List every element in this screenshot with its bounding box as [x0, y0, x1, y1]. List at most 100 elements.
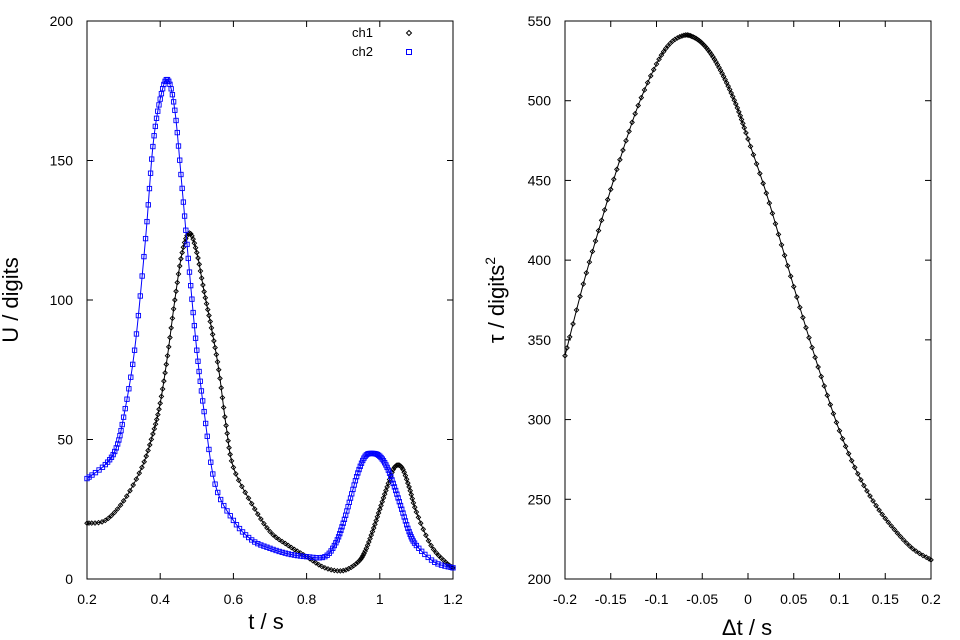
data-point-ch1 — [328, 566, 334, 573]
data-point-ch2 — [270, 546, 276, 553]
left-x-tick-label: 1 — [376, 591, 384, 607]
data-point-right-series-0 — [913, 548, 919, 554]
data-point-ch2 — [96, 467, 102, 473]
data-point-ch1 — [356, 557, 363, 564]
data-point-ch2 — [396, 499, 402, 505]
left-x-tick-label: 1.2 — [443, 591, 463, 607]
data-point-ch1 — [212, 344, 218, 351]
data-point-ch1 — [372, 521, 378, 528]
data-point-right-series-0 — [684, 32, 691, 38]
data-point-right-series-0 — [854, 470, 861, 477]
data-point-right-series-0 — [674, 35, 681, 41]
data-point-right-series-0 — [793, 294, 800, 300]
data-point-ch1 — [200, 282, 206, 288]
right-x-axis-title: Δt / s — [722, 615, 772, 640]
data-point-ch2 — [388, 473, 394, 480]
data-point-ch2 — [153, 115, 160, 121]
data-point-right-series-0 — [876, 507, 882, 514]
data-point-ch1 — [202, 294, 209, 301]
data-point-right-series-0 — [760, 180, 766, 187]
data-point-ch1 — [430, 546, 437, 553]
data-point-ch1 — [218, 384, 225, 391]
data-point-ch1 — [207, 318, 214, 325]
data-point-ch2 — [126, 386, 132, 392]
data-point-ch1 — [143, 453, 150, 459]
data-point-ch2 — [273, 547, 279, 554]
data-point-right-series-0 — [775, 231, 782, 238]
data-point-ch1 — [172, 297, 178, 303]
legend-marker-ch2 — [406, 49, 412, 55]
data-point-right-series-0 — [690, 34, 696, 40]
data-point-ch2 — [137, 293, 143, 299]
data-point-ch2 — [202, 420, 209, 427]
data-point-ch2 — [297, 553, 304, 559]
data-point-ch2 — [267, 545, 273, 551]
data-point-ch2 — [169, 92, 176, 98]
right-y-tick-label: 450 — [528, 172, 552, 188]
data-point-ch2 — [279, 549, 285, 555]
data-point-ch1 — [228, 458, 235, 464]
right-y-axis-title-superscript: 2 — [482, 257, 498, 265]
left-plot: 0.2 0.4 0.6 0.8 1 1.2 0 50 100 150 200 t / s U / d… — [0, 13, 463, 634]
data-point-right-series-0 — [769, 210, 776, 217]
data-point-ch2 — [330, 545, 336, 551]
data-point-ch1 — [374, 513, 381, 520]
data-point-right-series-0 — [827, 401, 834, 408]
data-point-ch1 — [254, 511, 261, 517]
data-point-ch2 — [285, 551, 291, 557]
data-point-right-series-0 — [882, 515, 889, 522]
data-point-right-series-0 — [818, 373, 825, 380]
data-point-ch1 — [108, 512, 115, 519]
data-point-right-series-0 — [894, 530, 901, 536]
data-point-right-series-0 — [626, 128, 632, 135]
data-point-ch2 — [131, 347, 138, 353]
data-point-ch1 — [251, 506, 258, 512]
data-point-right-series-0 — [839, 435, 846, 442]
data-point-ch2 — [389, 477, 395, 483]
data-point-ch2 — [335, 534, 342, 540]
data-point-ch1 — [261, 520, 267, 527]
data-point-right-series-0 — [586, 259, 593, 265]
data-point-ch1 — [417, 520, 424, 527]
right-x-tick-label: 0.1 — [830, 591, 850, 607]
data-point-right-series-0 — [610, 176, 617, 183]
data-point-ch2 — [152, 123, 158, 130]
data-point-ch1 — [215, 366, 222, 373]
right-plot-series — [562, 32, 934, 563]
data-point-ch1 — [413, 509, 420, 515]
data-point-ch1 — [141, 458, 148, 465]
data-point-ch1 — [111, 509, 118, 516]
data-point-ch2 — [145, 202, 151, 208]
data-point-right-series-0 — [738, 116, 745, 123]
data-point-right-series-0 — [784, 262, 791, 269]
data-point-ch1 — [179, 249, 185, 256]
data-point-ch2 — [294, 552, 301, 559]
right-y-tick-label: 300 — [528, 412, 552, 428]
data-point-ch2 — [357, 463, 363, 469]
data-point-ch2 — [386, 470, 393, 476]
data-point-ch1 — [380, 495, 387, 501]
data-point-ch2 — [416, 545, 422, 551]
data-point-ch2 — [303, 554, 310, 560]
data-point-ch2 — [230, 517, 237, 524]
data-point-right-series-0 — [660, 48, 667, 55]
data-point-ch1 — [230, 464, 237, 471]
data-point-ch1 — [153, 416, 160, 423]
data-point-ch1 — [192, 244, 199, 251]
series-ch1 — [84, 230, 456, 574]
data-point-ch1 — [114, 506, 121, 512]
data-point-ch2 — [422, 551, 428, 558]
data-point-ch1 — [340, 567, 347, 574]
series-line-ch2 — [86, 78, 454, 569]
data-point-ch1 — [105, 515, 112, 522]
data-point-right-series-0 — [897, 533, 904, 540]
data-point-ch2 — [128, 374, 134, 380]
data-point-ch2 — [390, 480, 396, 487]
data-point-ch1 — [359, 554, 365, 561]
data-point-ch2 — [218, 496, 224, 503]
data-point-right-series-0 — [676, 33, 683, 40]
data-point-right-series-0 — [903, 540, 910, 546]
data-point-ch2 — [255, 541, 261, 547]
data-point-right-series-0 — [589, 248, 596, 255]
data-point-ch1 — [288, 544, 295, 551]
